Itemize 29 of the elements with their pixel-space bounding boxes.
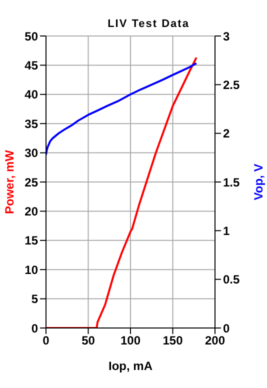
x-axis-title: Iop, mA — [108, 359, 153, 373]
y-axis-title: Power, mW — [2, 149, 16, 214]
y-tick-label: 40 — [24, 88, 38, 102]
y2-tick-label: 0 — [223, 321, 230, 336]
x-tick-label: 100 — [120, 334, 141, 348]
y-tick-label: 35 — [24, 116, 38, 131]
y-tick-label: 50 — [24, 29, 38, 44]
y2-tick-label: 2 — [223, 126, 230, 141]
x-tick-label: 50 — [82, 334, 96, 348]
y-tick-label: 25 — [24, 175, 38, 190]
y2-axis-title: Vop, V — [251, 164, 266, 200]
y-tick-label: 30 — [24, 146, 38, 160]
y2-tick-label: 2.5 — [223, 78, 240, 92]
y-tick-label: 15 — [24, 234, 38, 248]
y2-tick-label: 0.5 — [223, 272, 240, 287]
x-tick-label: 200 — [204, 334, 226, 348]
y-tick-label: 5 — [31, 292, 38, 306]
y2-tick-label: 1 — [223, 224, 230, 238]
line-series — [46, 56, 198, 328]
y-tick-label: 45 — [24, 58, 38, 72]
y2-tick-label: 3 — [223, 29, 230, 44]
y-tick-label: 20 — [24, 204, 38, 218]
chart-title: LIV Test Data — [106, 18, 190, 30]
y-tick-label: 10 — [24, 262, 38, 277]
x-tick-label: 0 — [42, 334, 50, 348]
line-series — [46, 62, 198, 156]
y-tick-label: 0 — [31, 321, 38, 336]
y2-tick-label: 1.5 — [223, 175, 240, 190]
x-tick-label: 150 — [162, 334, 184, 348]
